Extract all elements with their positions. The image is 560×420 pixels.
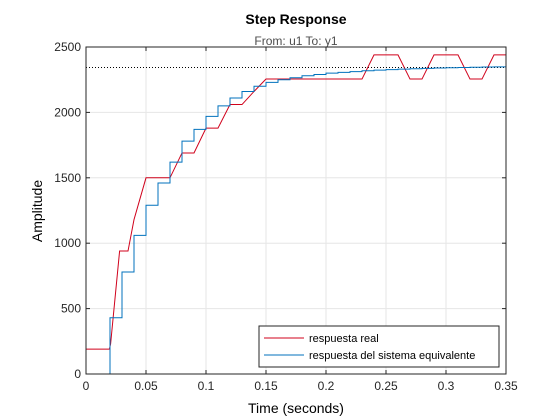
tick-labels: 0 0.05 0.1 0.15 0.2 0.25 0.3 0.35 0 500 1000 1500 20… — [54, 40, 518, 393]
legend-label: respuesta del sistema equivalente — [309, 350, 475, 362]
grid-lines — [85, 46, 507, 375]
x-tick-label: 0 — [83, 379, 90, 393]
y-axis-label: Amplitude — [29, 180, 45, 242]
x-tick-label: 0.1 — [198, 379, 215, 393]
x-axis-label: Time (seconds) — [248, 400, 344, 416]
x-tick-label: 0.05 — [134, 379, 158, 393]
y-tick-label: 2000 — [54, 105, 81, 119]
axes-frame — [85, 46, 507, 375]
axes-box — [85, 46, 507, 375]
y-tick-label: 500 — [61, 302, 81, 316]
legend-label: respuesta real — [309, 333, 379, 345]
x-tick-label: 0.35 — [494, 379, 518, 393]
legend-box — [258, 325, 500, 368]
legend: respuesta real respuesta del sistema equi… — [258, 325, 500, 368]
y-tick-label: 1500 — [54, 171, 81, 185]
y-tick-label: 1000 — [54, 236, 81, 250]
x-tick-label: 0.3 — [438, 379, 455, 393]
x-tick-label: 0.15 — [254, 379, 278, 393]
x-tick-label: 0.2 — [318, 379, 335, 393]
chart-subtitle: From: u1 To: y1 — [254, 34, 337, 48]
series-line-equivalent-system — [86, 66, 506, 375]
series-group — [86, 54, 506, 375]
y-tick-label: 2500 — [54, 40, 81, 54]
y-tick-label: 0 — [74, 367, 81, 381]
x-tick-label: 0.25 — [374, 379, 398, 393]
chart-title: Step Response — [245, 11, 346, 27]
plot-area — [86, 47, 506, 374]
